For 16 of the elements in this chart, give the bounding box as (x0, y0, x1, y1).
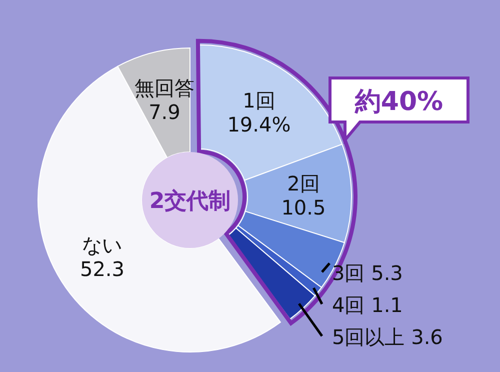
data-label: 5.3 (371, 261, 403, 285)
data-label: 19.4% (227, 112, 291, 137)
data-label: 1.1 (371, 293, 403, 317)
slice-label: 4回 (332, 293, 365, 317)
slice-label: 5回以上 (332, 325, 405, 349)
text: 2交代制 (149, 188, 231, 214)
slice-label: 2回 (287, 171, 320, 196)
text: 約40% (354, 87, 444, 117)
data-label: 52.3 (80, 256, 125, 281)
data-label: 3.6 (411, 325, 443, 349)
slice-label: ない (82, 232, 122, 257)
slice-label: 3回 (332, 261, 365, 285)
slice-label: 1回 (242, 88, 276, 113)
data-label: 10.5 (281, 195, 326, 220)
slice-label: 無回答 (134, 76, 194, 100)
data-label: 7.9 (148, 100, 180, 124)
